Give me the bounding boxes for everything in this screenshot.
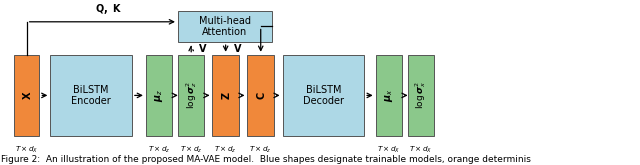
FancyBboxPatch shape bbox=[248, 55, 274, 136]
Text: $T \times d_z$: $T \times d_z$ bbox=[214, 145, 237, 155]
Text: $\log \boldsymbol{\sigma}_x^2$: $\log \boldsymbol{\sigma}_x^2$ bbox=[413, 81, 428, 109]
Text: $\log \boldsymbol{\sigma}_z^2$: $\log \boldsymbol{\sigma}_z^2$ bbox=[184, 82, 198, 109]
Text: $T \times d_z$: $T \times d_z$ bbox=[148, 145, 170, 155]
Text: $T \times d_X$: $T \times d_X$ bbox=[377, 145, 401, 155]
FancyBboxPatch shape bbox=[376, 55, 402, 136]
FancyBboxPatch shape bbox=[178, 55, 205, 136]
FancyBboxPatch shape bbox=[51, 55, 132, 136]
Text: Figure 2:  An illustration of the proposed MA-VAE model.  Blue shapes designate : Figure 2: An illustration of the propose… bbox=[1, 155, 531, 164]
Text: $T \times d_X$: $T \times d_X$ bbox=[409, 145, 433, 155]
Text: $T \times d_z$: $T \times d_z$ bbox=[250, 145, 272, 155]
Text: $\mathbf{Z}$: $\mathbf{Z}$ bbox=[220, 91, 232, 100]
Text: BiLSTM
Decoder: BiLSTM Decoder bbox=[303, 85, 344, 106]
Text: $\mathbf{V}$: $\mathbf{V}$ bbox=[198, 42, 208, 54]
Text: $\mathbf{Q,\ K}$: $\mathbf{Q,\ K}$ bbox=[95, 2, 122, 16]
FancyBboxPatch shape bbox=[282, 55, 364, 136]
Text: $\mathbf{C}$: $\mathbf{C}$ bbox=[255, 91, 267, 100]
Text: $T \times d_X$: $T \times d_X$ bbox=[15, 145, 38, 155]
FancyBboxPatch shape bbox=[408, 55, 435, 136]
FancyBboxPatch shape bbox=[178, 11, 271, 42]
FancyBboxPatch shape bbox=[146, 55, 172, 136]
Text: $\mathbf{X}$: $\mathbf{X}$ bbox=[20, 91, 33, 100]
Text: $\mathbf{V}$: $\mathbf{V}$ bbox=[233, 42, 243, 54]
Text: Multi-head
Attention: Multi-head Attention bbox=[199, 16, 251, 37]
Text: $T \times d_z$: $T \times d_z$ bbox=[180, 145, 202, 155]
Text: BiLSTM
Encoder: BiLSTM Encoder bbox=[71, 85, 111, 106]
Text: $\boldsymbol{\mu}_z$: $\boldsymbol{\mu}_z$ bbox=[153, 89, 165, 102]
Text: $\boldsymbol{\mu}_x$: $\boldsymbol{\mu}_x$ bbox=[383, 89, 395, 102]
FancyBboxPatch shape bbox=[14, 55, 40, 136]
FancyBboxPatch shape bbox=[212, 55, 239, 136]
